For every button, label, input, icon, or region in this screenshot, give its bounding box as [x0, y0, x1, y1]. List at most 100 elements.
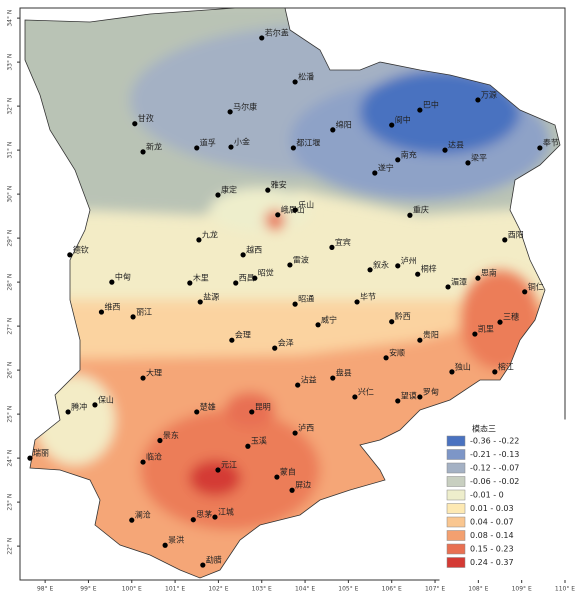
- legend-swatch: [446, 476, 466, 487]
- station-label: 湄潭: [451, 277, 467, 286]
- legend-swatch: [446, 489, 466, 501]
- station-label: 德钦: [73, 244, 89, 254]
- station-label: 三穗: [503, 312, 519, 322]
- x-tick-label: 101° E: [165, 586, 185, 593]
- legend-swatch: [446, 462, 466, 474]
- station-label: 澜沧: [135, 510, 151, 520]
- legend-label: -0.21 - -0.13: [470, 450, 519, 459]
- station: [492, 369, 498, 375]
- x-tick-label: 108° E: [468, 586, 488, 593]
- station: [295, 382, 301, 388]
- station: [352, 394, 358, 400]
- station: [197, 299, 203, 305]
- station-label: 瑞丽: [33, 448, 49, 458]
- station-label: 勐腊: [206, 555, 222, 565]
- station-label: 松潘: [298, 71, 314, 81]
- station: [292, 79, 298, 85]
- station: [522, 289, 528, 295]
- station: [415, 271, 421, 277]
- station: [65, 409, 71, 415]
- legend-label: -0.06 - -0.02: [470, 477, 519, 486]
- station-label: 腾冲: [71, 401, 87, 411]
- y-tick-label: 26° N: [7, 362, 14, 379]
- x-tick-label: 105° E: [338, 586, 358, 593]
- station: [367, 267, 373, 273]
- station-label: 思茅: [196, 509, 212, 519]
- station: [67, 252, 73, 258]
- station: [292, 301, 298, 307]
- x-tick-label: 104° E: [295, 586, 315, 593]
- station: [389, 122, 395, 128]
- station: [292, 430, 298, 436]
- station: [252, 275, 258, 281]
- legend-label: 0.24 - 0.37: [470, 558, 514, 567]
- station: [227, 109, 233, 115]
- y-tick-label: 25° N: [7, 406, 14, 423]
- station: [265, 187, 271, 193]
- station-label: 榕江: [498, 361, 514, 371]
- y-tick-label: 31° N: [7, 142, 14, 159]
- station: [395, 398, 401, 404]
- station: [109, 279, 115, 285]
- station-label: 绵阳: [336, 119, 352, 129]
- station-label: 兴仁: [358, 386, 374, 396]
- station-label: 沾益: [301, 375, 317, 385]
- station-label: 越西: [246, 244, 262, 254]
- x-tick-label: 100° E: [122, 586, 142, 593]
- station-label: 屏边: [295, 480, 311, 490]
- station: [212, 514, 218, 520]
- station-label: 康定: [221, 185, 237, 195]
- station-label: 盐源: [203, 291, 219, 301]
- station: [290, 145, 296, 151]
- station-label: 会泽: [278, 338, 294, 348]
- station-label: 万源: [481, 90, 497, 99]
- station: [157, 437, 163, 444]
- legend-label: -0.12 - -0.07: [470, 464, 519, 473]
- station: [249, 409, 255, 415]
- station: [229, 337, 235, 343]
- station: [395, 157, 401, 163]
- station: [289, 487, 295, 493]
- station-label: 甘孜: [138, 113, 154, 123]
- legend-label: 0.15 - 0.23: [470, 545, 514, 554]
- station-label: 昆明: [255, 402, 271, 411]
- region-outline: [24, 7, 561, 579]
- station: [215, 467, 221, 473]
- x-tick-label: 102° E: [208, 586, 228, 593]
- station: [27, 455, 33, 461]
- station: [259, 35, 265, 41]
- station-label: 罗甸: [423, 386, 439, 396]
- y-tick-label: 33° N: [7, 54, 14, 71]
- station-label: 贵阳: [423, 330, 439, 340]
- station: [196, 237, 202, 243]
- legend-swatch: [446, 557, 466, 568]
- station: [329, 244, 335, 250]
- y-tick-label: 32° N: [7, 98, 14, 115]
- station: [130, 314, 136, 320]
- y-tick-label: 22° N: [7, 538, 14, 555]
- station: [395, 263, 401, 269]
- station-label: 木里: [193, 273, 209, 283]
- station-label: 道孚: [200, 137, 216, 147]
- legend-swatch: [446, 543, 466, 555]
- station-label: 望谟: [401, 390, 417, 400]
- station: [465, 160, 471, 166]
- station-label: 泸西: [298, 423, 314, 433]
- station: [240, 252, 246, 258]
- station: [417, 394, 423, 400]
- legend-swatch: [446, 503, 466, 514]
- station-label: 新龙: [146, 141, 162, 151]
- station-label: 梁平: [471, 153, 487, 162]
- station: [330, 375, 336, 381]
- station-label: 楚雄: [200, 401, 216, 411]
- x-tick-label: 98° E: [37, 586, 54, 593]
- station-label: 维西: [104, 302, 120, 312]
- legend-label: -0.36 - -0.22: [470, 437, 519, 446]
- station-label: 盘县: [336, 368, 352, 378]
- station: [233, 280, 239, 286]
- station: [502, 237, 508, 243]
- station-label: 酉阳: [508, 230, 524, 239]
- y-tick-label: 30° N: [7, 186, 14, 203]
- station-label: 元江: [221, 461, 237, 470]
